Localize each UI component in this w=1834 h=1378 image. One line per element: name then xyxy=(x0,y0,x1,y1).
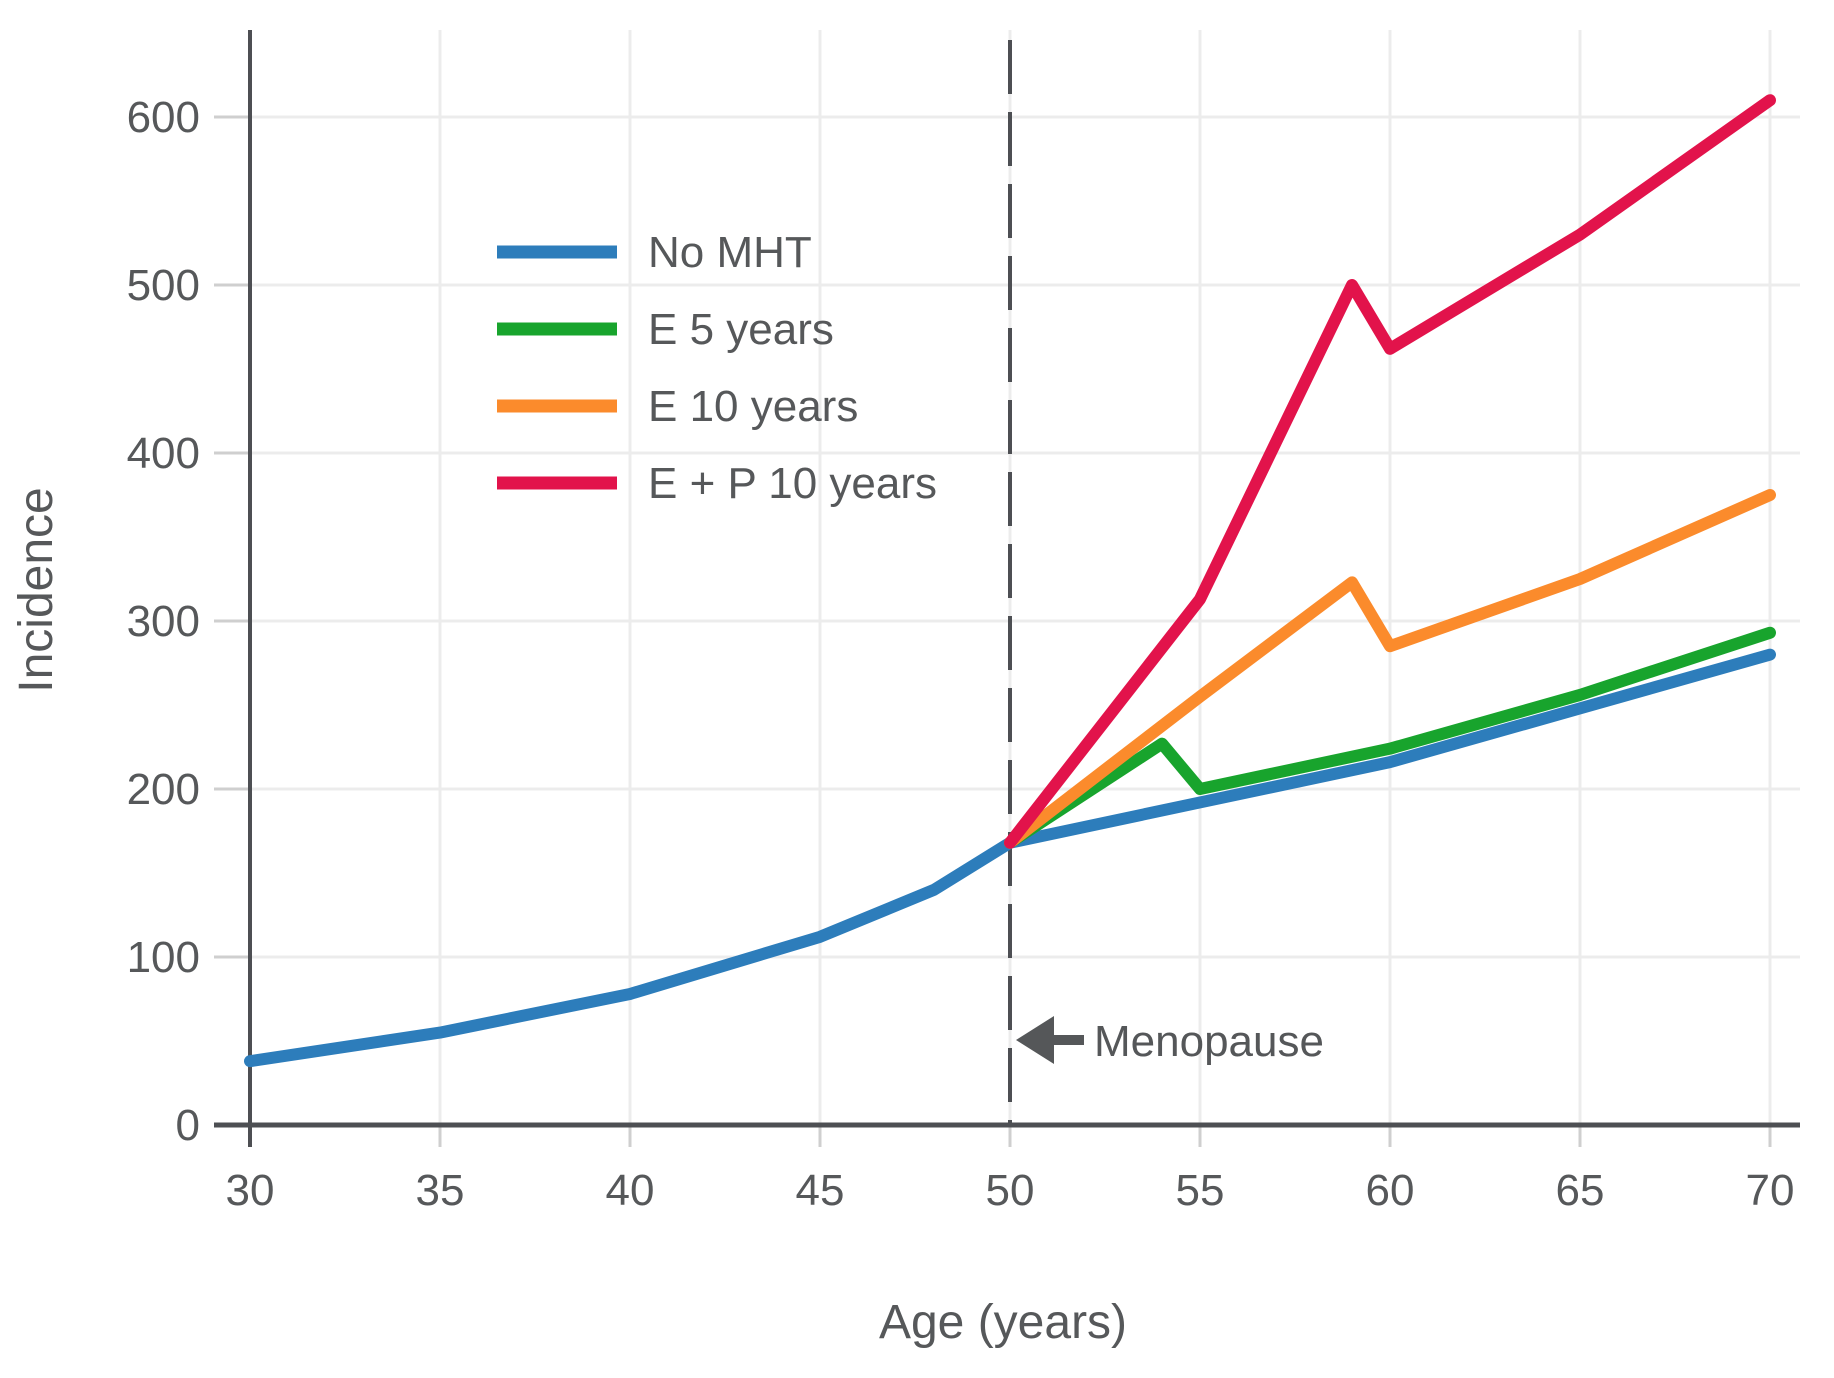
series-e-5-years xyxy=(1004,626,1776,849)
x-tick-labels: 30 35 40 45 50 55 60 65 70 xyxy=(226,1166,1795,1215)
series-lines xyxy=(244,94,1776,1068)
legend-label: E 5 years xyxy=(648,305,834,354)
x-tick-label: 70 xyxy=(1746,1166,1795,1215)
menopause-annotation: Menopause xyxy=(1016,1016,1324,1066)
series-e-p-10-years xyxy=(1004,94,1776,849)
legend-label: E + P 10 years xyxy=(648,459,937,508)
x-tick-label: 45 xyxy=(796,1166,845,1215)
y-tick-label: 0 xyxy=(176,1101,200,1150)
y-tick-label: 300 xyxy=(127,597,200,646)
x-tick-label: 50 xyxy=(986,1166,1035,1215)
x-axis-title: Age (years) xyxy=(879,1296,1127,1349)
series-no-mht xyxy=(244,648,1776,1068)
x-tick-label: 40 xyxy=(606,1166,655,1215)
arrow-tail xyxy=(1052,1035,1084,1045)
y-tick-label: 600 xyxy=(127,93,200,142)
axes xyxy=(214,30,1800,1147)
y-tick-label: 400 xyxy=(127,429,200,478)
left-arrow-icon xyxy=(1016,1016,1054,1064)
series-e-10-years xyxy=(1004,489,1776,849)
tick-marks xyxy=(214,115,1772,1147)
legend-label: No MHT xyxy=(648,228,812,277)
legend-label: E 10 years xyxy=(648,382,858,431)
x-tick-label: 30 xyxy=(226,1166,275,1215)
y-axis-title: Incidence xyxy=(10,487,63,692)
x-tick-label: 35 xyxy=(416,1166,465,1215)
y-tick-label: 500 xyxy=(127,261,200,310)
menopause-label: Menopause xyxy=(1094,1017,1324,1066)
x-tick-label: 65 xyxy=(1556,1166,1605,1215)
y-tick-labels: 0 100 200 300 400 500 600 xyxy=(127,93,200,1150)
x-tick-label: 55 xyxy=(1176,1166,1225,1215)
x-tick-label: 60 xyxy=(1366,1166,1415,1215)
gridlines xyxy=(250,30,1800,1125)
y-tick-label: 200 xyxy=(127,765,200,814)
y-tick-label: 100 xyxy=(127,933,200,982)
legend: No MHT E 5 years E 10 years E + P 10 years xyxy=(497,228,937,508)
